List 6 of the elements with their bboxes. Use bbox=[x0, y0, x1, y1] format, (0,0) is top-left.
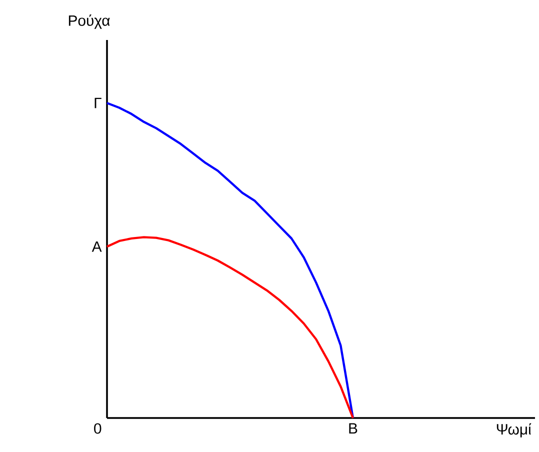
text: Ψωμί bbox=[496, 423, 532, 438]
text: 0 bbox=[94, 423, 102, 434]
y-axis-title: Ρούχα bbox=[68, 14, 110, 29]
text: B bbox=[349, 423, 358, 434]
annotation: A bbox=[92, 241, 102, 252]
annotation: Γ bbox=[94, 98, 102, 108]
